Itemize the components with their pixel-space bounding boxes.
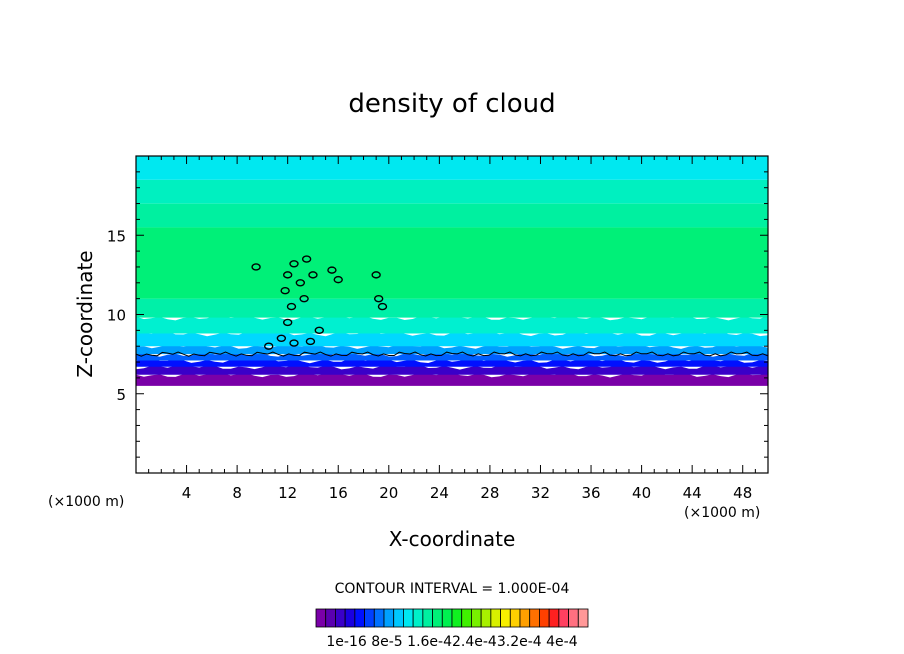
contour-blob xyxy=(373,294,384,303)
y-tick-label: 5 xyxy=(116,386,126,404)
colorbar-swatch xyxy=(490,608,501,628)
contour-lines xyxy=(135,255,769,357)
x-tick-label: 12 xyxy=(278,484,297,502)
contour-interval-label: CONTOUR INTERVAL = 1.000E-04 xyxy=(335,581,570,597)
x-tick-label: 44 xyxy=(683,484,702,502)
layer-band xyxy=(136,330,768,347)
x-unit-left: (×1000 m) xyxy=(48,494,124,510)
contour-blob xyxy=(299,294,309,303)
contour-blob xyxy=(286,302,297,311)
layer-band xyxy=(136,351,768,361)
colorbar-swatch xyxy=(480,608,492,628)
x-tick-label: 28 xyxy=(480,484,499,502)
x-axis-ticks xyxy=(148,156,756,473)
contour-blob xyxy=(280,287,290,295)
colorbar-swatch xyxy=(383,608,395,628)
colorbar-swatch xyxy=(403,608,414,628)
colorbar-swatch xyxy=(539,608,550,628)
y-tick-label: 15 xyxy=(107,227,126,245)
colorbar-swatch xyxy=(568,608,579,628)
contour-blob xyxy=(371,271,381,279)
contour-blob xyxy=(305,337,316,346)
colorbar-swatch xyxy=(412,608,424,628)
x-tick-label: 4 xyxy=(182,484,192,502)
x-tick-label: 36 xyxy=(581,484,600,502)
contour-blob xyxy=(327,266,337,274)
x-unit-right: (×1000 m) xyxy=(684,505,760,521)
colorbar-swatch xyxy=(364,608,375,628)
colorbar-swatch xyxy=(432,608,443,628)
colorbar-swatch xyxy=(441,608,453,628)
colorbar-swatch xyxy=(393,608,404,628)
colorbar-swatch xyxy=(529,608,540,628)
contour-blob xyxy=(282,318,293,327)
contour-blob xyxy=(295,279,306,287)
x-tick-label: 48 xyxy=(733,484,752,502)
colorbar-swatch xyxy=(509,608,521,628)
contour-blob xyxy=(276,334,287,342)
contour-blob xyxy=(314,326,324,335)
colorbar-swatch xyxy=(519,608,531,628)
contour-blob xyxy=(377,302,388,311)
x-tick-label: 16 xyxy=(329,484,348,502)
colorbar-swatch xyxy=(422,608,433,628)
x-axis-tick-labels: 4 8 12 16 20 24 28 32 36 40 44 48 xyxy=(182,484,752,502)
colorbar-swatch xyxy=(451,608,463,628)
contour-blob xyxy=(289,260,299,268)
colorbar-swatch xyxy=(354,608,365,628)
y-axis-ticks xyxy=(136,171,768,458)
colorbar-swatch xyxy=(335,608,346,628)
layer-band xyxy=(136,203,768,228)
colorbar-swatch xyxy=(471,608,482,628)
colorbar-swatch xyxy=(461,608,472,628)
y-tick-label: 10 xyxy=(107,307,126,325)
contour-blob xyxy=(333,275,343,284)
layer-band xyxy=(136,227,768,299)
colorbar-swatch xyxy=(325,608,336,628)
colorbar-swatch xyxy=(344,608,356,628)
layer-band xyxy=(136,372,768,386)
x-tick-label: 40 xyxy=(632,484,651,502)
y-axis-title: Z-coordinate xyxy=(73,250,97,377)
layer-band xyxy=(136,179,768,204)
x-tick-label: 8 xyxy=(232,484,242,502)
x-tick-label: 24 xyxy=(430,484,449,502)
x-tick-label: 20 xyxy=(379,484,398,502)
contour-blob xyxy=(251,263,261,271)
colorbar-swatch xyxy=(577,608,589,628)
x-axis-title: X-coordinate xyxy=(389,527,516,551)
layer-band xyxy=(136,298,768,318)
x-tick-label: 32 xyxy=(531,484,550,502)
contour-blob xyxy=(301,255,312,263)
colorbar-swatch xyxy=(558,608,569,628)
contour-blob xyxy=(282,271,293,279)
colorbar-swatch xyxy=(500,608,511,628)
chart-title: density of cloud xyxy=(348,89,555,119)
contour-blob xyxy=(264,342,274,350)
colorbar-swatch xyxy=(373,608,385,628)
colorbar-labels: 1e-16 8e-5 1.6e-42.4e-43.2e-4 4e-4 xyxy=(326,634,577,650)
colorbar xyxy=(315,608,589,628)
layer-band xyxy=(136,314,768,334)
colorbar-swatch xyxy=(315,608,327,628)
contour-line xyxy=(135,351,769,357)
contour-blob xyxy=(289,339,299,347)
y-axis-tick-labels: 5 10 15 xyxy=(107,227,126,404)
contour-blob xyxy=(308,271,318,279)
layer-band xyxy=(136,156,768,180)
colorbar-swatch xyxy=(548,608,560,628)
plot-area xyxy=(136,156,768,386)
